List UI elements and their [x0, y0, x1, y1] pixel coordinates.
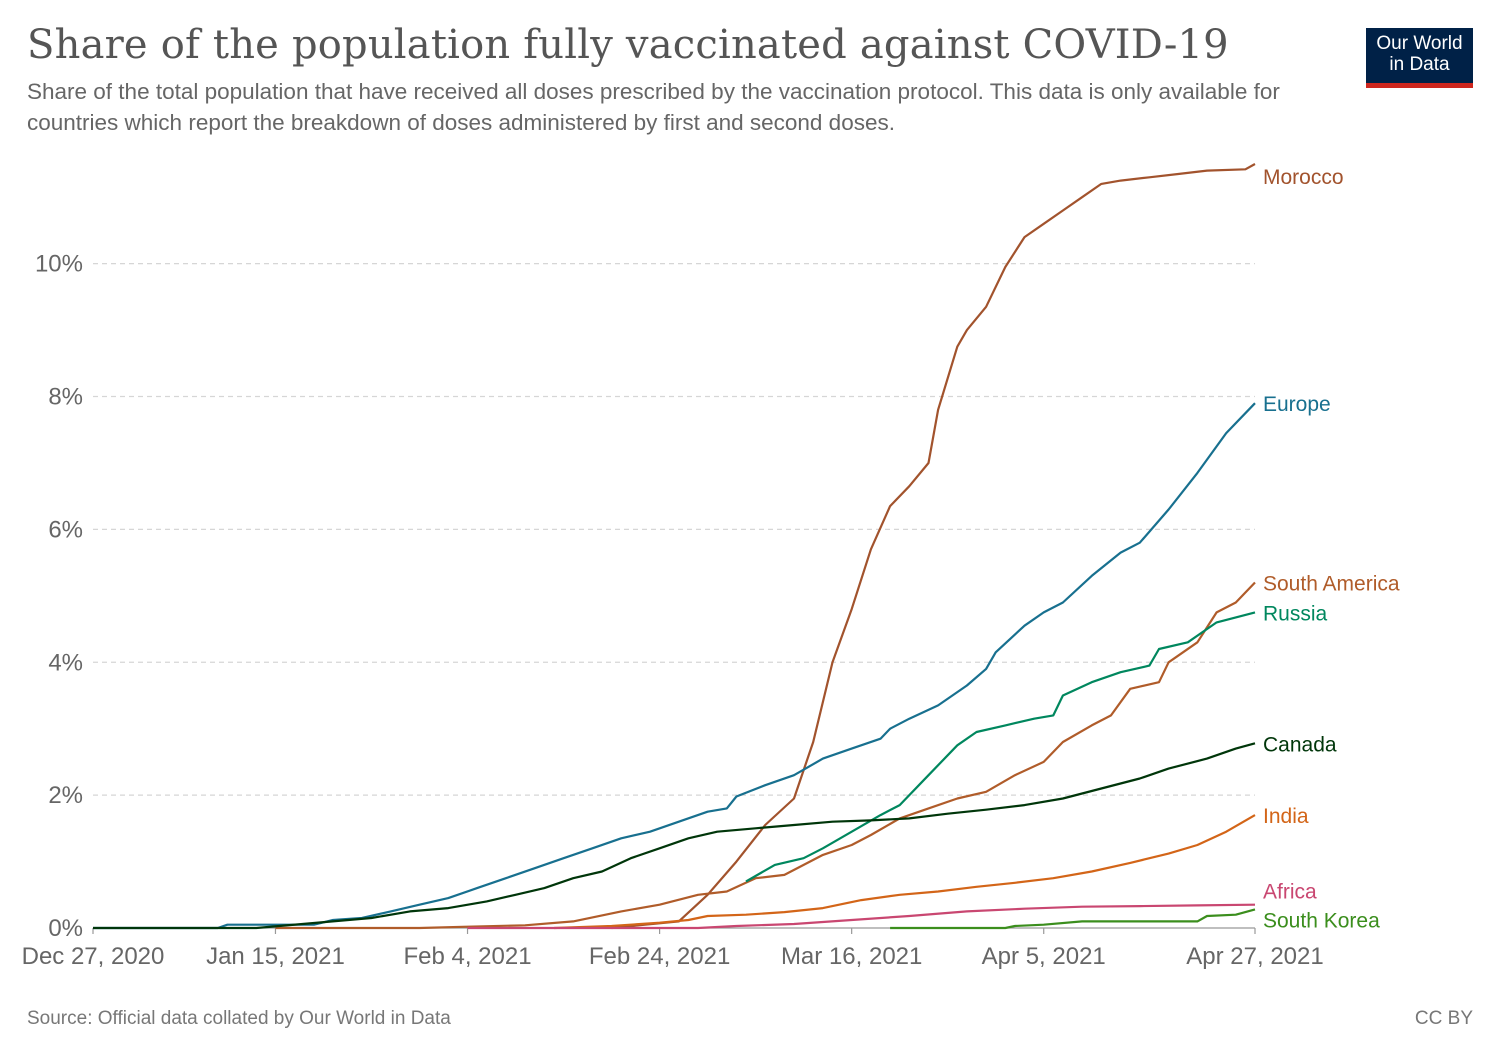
- x-axis: Dec 27, 2020 Jan 15, 2021 Feb 4, 2021 Feb 2…: [22, 927, 1324, 970]
- series-line: [275, 581, 1256, 930]
- series-lines: [93, 163, 1256, 930]
- line-chart: 0% 2% 4% 6% 8% 10% Dec 27, 2020 Jan 15, 2021 Fe…: [22, 163, 1400, 970]
- x-tick-label: Apr 27, 2021: [1186, 943, 1323, 970]
- gridlines: [93, 263, 1255, 796]
- source-note: Source: Official data collated by Our Wo…: [27, 1008, 451, 1029]
- series-labels: Morocco Europe South America Russia Canada In…: [1263, 166, 1400, 932]
- series-line: [93, 402, 1256, 930]
- series-label: India: [1263, 805, 1309, 828]
- series-label: Africa: [1263, 881, 1317, 904]
- x-tick-label: Apr 5, 2021: [982, 943, 1106, 970]
- y-tick-label: 10%: [35, 251, 83, 278]
- y-tick-label: 0%: [48, 915, 83, 942]
- x-tick-label: Feb 24, 2021: [589, 943, 730, 970]
- license-link[interactable]: CC BY: [1414, 1008, 1473, 1029]
- logo-line-2: in Data: [1389, 54, 1450, 75]
- y-tick-label: 4%: [48, 649, 83, 676]
- series-line: [890, 908, 1256, 930]
- series-line: [467, 903, 1256, 930]
- series-line: [553, 814, 1256, 930]
- series-label: South Korea: [1263, 909, 1380, 932]
- x-tick-label: Dec 27, 2020: [22, 943, 165, 970]
- owid-logo[interactable]: Our World in Data: [1366, 28, 1473, 88]
- x-tick-label: Feb 4, 2021: [403, 943, 531, 970]
- series-label: South America: [1263, 573, 1400, 596]
- series-label: Russia: [1263, 602, 1328, 625]
- y-axis: 0% 2% 4% 6% 8% 10%: [35, 251, 83, 942]
- series-line: [93, 742, 1256, 930]
- y-tick-label: 6%: [48, 516, 83, 543]
- x-tick-label: Jan 15, 2021: [206, 943, 345, 970]
- logo-line-1: Our World: [1376, 33, 1463, 54]
- series-line: [611, 163, 1256, 930]
- chart-subtitle: Share of the total population that have …: [27, 79, 1280, 135]
- chart-title: Share of the population fully vaccinated…: [27, 22, 1229, 68]
- y-tick-label: 2%: [48, 782, 83, 809]
- series-label: Europe: [1263, 393, 1331, 416]
- x-tick-label: Mar 16, 2021: [781, 943, 922, 970]
- series-label: Morocco: [1263, 166, 1344, 189]
- y-tick-label: 8%: [48, 384, 83, 411]
- series-label: Canada: [1263, 733, 1337, 756]
- series-line: [745, 611, 1256, 883]
